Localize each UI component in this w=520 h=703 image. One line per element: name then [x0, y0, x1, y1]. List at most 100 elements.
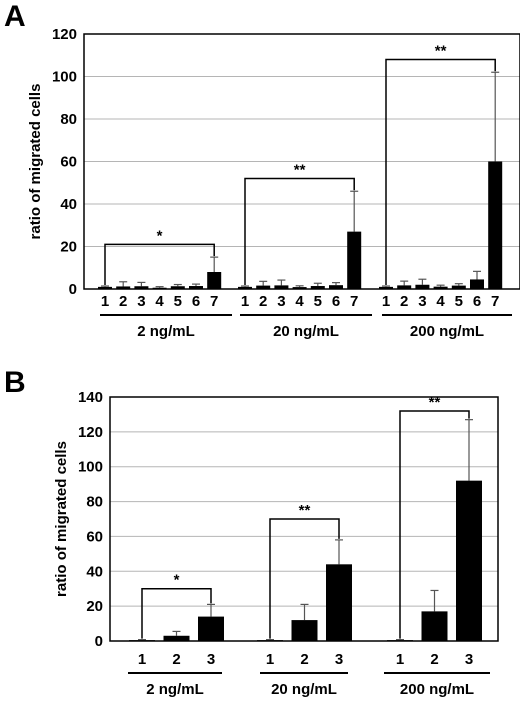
x-tick-label: 4 — [155, 293, 164, 310]
bar — [347, 231, 362, 289]
y-tick-label: 80 — [86, 494, 103, 511]
bar — [198, 616, 224, 641]
bar — [238, 286, 252, 289]
y-tick-label: 40 — [60, 196, 77, 213]
significance-bracket — [399, 410, 470, 639]
chart-panel-b: B 0 20 40 60 80 100 120 140 ratio of migrated cel… — [4, 366, 499, 698]
x-tick-label: 7 — [210, 293, 218, 310]
significance-label: ** — [429, 394, 441, 411]
bar — [421, 611, 448, 641]
y-axis-label: ratio of migrated cells — [53, 441, 70, 597]
x-tick-label: 2 — [259, 293, 267, 310]
y-tick-label: 40 — [86, 563, 103, 580]
x-tick-label: 3 — [465, 651, 473, 668]
bar — [387, 640, 413, 641]
group-label: 200 ng/mL — [410, 323, 484, 340]
x-tick-label: 1 — [241, 293, 249, 310]
x-tick-label: 4 — [295, 293, 304, 310]
significance-label: ** — [299, 502, 311, 519]
y-tick-label: 80 — [60, 111, 77, 128]
x-tick-label: 1 — [382, 293, 390, 310]
bar — [379, 286, 393, 289]
bar-group: 1 2 32 ng/mL * — [128, 572, 224, 698]
bar — [116, 286, 131, 289]
x-tick-label: 2 — [172, 651, 180, 668]
x-tick-label: 3 — [277, 293, 285, 310]
bar — [256, 285, 271, 289]
bar — [326, 564, 352, 641]
bar-group: 1 2 3 4 5 6 7 200 ng/mL ** — [379, 43, 512, 340]
y-tick-label: 0 — [69, 281, 77, 298]
bar — [163, 635, 190, 641]
y-tick-label: 140 — [78, 389, 103, 406]
x-tick-label: 2 — [119, 293, 127, 310]
bar — [470, 279, 484, 289]
bar — [292, 287, 307, 289]
y-axis-label: ratio of migrated cells — [27, 84, 44, 240]
group-label: 20 ng/mL — [271, 681, 337, 698]
significance-bracket — [141, 587, 212, 639]
panel-letter: A — [4, 0, 26, 33]
x-tick-label: 5 — [174, 293, 182, 310]
bar — [433, 286, 448, 289]
x-tick-label: 2 — [400, 293, 408, 310]
bar-group: 1 2 3 20 ng/mL ** — [257, 502, 352, 698]
x-tick-label: 1 — [266, 651, 274, 668]
chart-panel-a: A 0 20 40 60 80 100 120 ratio of migrated cells 1… — [4, 0, 520, 340]
bar — [488, 161, 503, 289]
x-tick-label: 6 — [473, 293, 481, 310]
y-tick-label: 60 — [86, 528, 103, 545]
y-tick-label: 0 — [95, 633, 103, 650]
bar-group: 1 2 3 4 5 6 7 20 ng/mL ** — [238, 162, 372, 340]
group-label: 20 ng/mL — [273, 323, 339, 340]
x-tick-label: 1 — [396, 651, 404, 668]
x-tick-label: 1 — [138, 651, 146, 668]
x-tick-label: 3 — [418, 293, 426, 310]
x-tick-label: 2 — [430, 651, 438, 668]
bar — [310, 286, 325, 289]
y-tick-label: 100 — [78, 459, 103, 476]
y-tick-label: 120 — [52, 26, 77, 43]
significance-bracket — [269, 518, 340, 639]
bar — [129, 640, 155, 641]
x-tick-label: 4 — [436, 293, 445, 310]
group-label: 2 ng/mL — [137, 323, 195, 340]
group-label: 200 ng/mL — [400, 681, 474, 698]
bar — [170, 286, 185, 289]
bar-group: 1 2 3 200 ng/mL ** — [384, 394, 490, 698]
y-tick-label: 100 — [52, 69, 77, 86]
y-tick-label: 20 — [60, 239, 77, 256]
y-tick-label: 120 — [78, 424, 103, 441]
x-tick-label: 5 — [455, 293, 463, 310]
bar — [291, 620, 318, 641]
x-tick-label: 1 — [101, 293, 109, 310]
x-tick-label: 3 — [207, 651, 215, 668]
y-tick-label: 60 — [60, 154, 77, 171]
x-tick-label: 3 — [335, 651, 343, 668]
significance-label: * — [174, 572, 180, 589]
significance-bracket — [104, 243, 215, 286]
panel-letter: B — [4, 366, 26, 399]
bar — [415, 284, 430, 289]
bar — [456, 480, 482, 641]
group-label: 2 ng/mL — [146, 681, 204, 698]
bar — [98, 286, 112, 289]
bar-group: 1 2 3 4 5 6 7 2 ng/mL * — [98, 227, 232, 340]
significance-bracket — [244, 177, 355, 286]
bar — [207, 272, 222, 289]
bar — [397, 285, 412, 289]
bar — [134, 286, 149, 289]
significance-label: ** — [294, 162, 306, 179]
bar — [274, 285, 289, 289]
x-tick-label: 2 — [300, 651, 308, 668]
significance-bracket — [385, 58, 496, 286]
x-tick-label: 6 — [192, 293, 200, 310]
x-tick-label: 6 — [332, 293, 340, 310]
x-tick-label: 7 — [350, 293, 358, 310]
bar — [152, 287, 167, 289]
x-tick-label: 3 — [137, 293, 145, 310]
bar — [257, 640, 283, 641]
bar — [451, 285, 466, 289]
significance-label: * — [157, 227, 163, 244]
